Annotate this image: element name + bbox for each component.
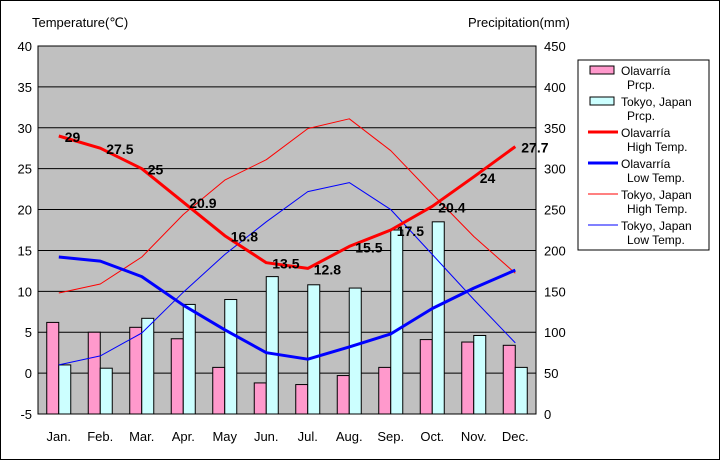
x-tick-label: Dec. — [502, 429, 529, 444]
legend-label: Prcp. — [627, 78, 655, 92]
precip-bar-olavarria — [295, 384, 309, 415]
right-tick-label: 400 — [544, 80, 566, 95]
data-labels: 29 27.5 25 20.9 16.8 13.5 12.8 15.5 17.5 20.4 24 27… — [65, 129, 549, 277]
precip-bar-olavarria — [253, 382, 267, 415]
precip-bar-tokyo — [58, 364, 72, 415]
legend-label: Olavarría — [621, 126, 671, 140]
left-axis-title: Temperature(℃) — [32, 15, 128, 30]
bar-series — [46, 221, 528, 415]
legend-label: Tokyo, Japan — [621, 188, 692, 202]
high-temp-data-label: 16.8 — [231, 229, 258, 245]
high-temp-data-label: 12.8 — [314, 261, 341, 277]
precip-bar-tokyo — [348, 287, 362, 415]
precip-bar-olavarria — [87, 331, 101, 415]
high-temp-data-label: 13.5 — [272, 256, 299, 272]
precip-bar-olavarria — [170, 338, 184, 415]
left-tick-label: 35 — [18, 80, 32, 95]
legend-label: Low Temp. — [627, 233, 685, 247]
left-axis-ticks: -5 0 5 10 15 20 25 30 35 40 — [18, 39, 32, 422]
left-tick-label: 20 — [18, 203, 32, 218]
left-tick-label: 25 — [18, 162, 32, 177]
precip-bar-olavarria — [502, 344, 516, 415]
high-temp-data-label: 27.7 — [521, 140, 548, 156]
temp-line-olavarr-a-low-temp- — [58, 255, 516, 361]
x-tick-label: Nov. — [461, 429, 487, 444]
right-tick-label: 350 — [544, 121, 566, 136]
high-temp-data-label: 20.9 — [189, 195, 216, 211]
legend-label: Olavarría — [621, 64, 671, 78]
high-temp-data-label: 17.5 — [397, 223, 424, 239]
left-tick-label: 30 — [18, 121, 32, 136]
precip-bar-tokyo — [514, 366, 528, 415]
precip-bar-tokyo — [99, 367, 113, 415]
precip-bar-tokyo — [182, 303, 196, 415]
precip-bar-tokyo — [224, 299, 238, 415]
left-tick-label: 15 — [18, 243, 32, 258]
x-tick-label: Jun. — [254, 429, 279, 444]
right-tick-label: 0 — [544, 407, 551, 422]
precip-bar-tokyo — [307, 284, 321, 415]
legend-box — [577, 59, 710, 251]
x-tick-label: Aug. — [336, 429, 363, 444]
precip-bar-olavarria — [336, 375, 350, 415]
line-series — [58, 118, 517, 366]
legend-label: High Temp. — [627, 202, 687, 216]
high-temp-data-label: 15.5 — [355, 239, 382, 255]
plot-area — [37, 45, 537, 415]
left-tick-label: 5 — [25, 325, 32, 340]
right-tick-label: 150 — [544, 284, 566, 299]
high-temp-data-label: 20.4 — [438, 199, 465, 215]
temp-line-tokyo-japan-low-temp- — [58, 182, 516, 366]
x-tick-label: Oct. — [420, 429, 444, 444]
temp-line-olavarr-a-high-temp- — [58, 134, 517, 270]
x-tick-label: Mar. — [129, 429, 154, 444]
high-temp-data-label: 24 — [480, 170, 496, 186]
legend-label: High Temp. — [627, 140, 687, 154]
x-tick-label: Jan. — [46, 429, 71, 444]
x-tick-label: Jul. — [298, 429, 318, 444]
left-tick-label: 40 — [18, 39, 32, 54]
legend-label: Prcp. — [627, 109, 655, 123]
x-tick-label: Feb. — [87, 429, 113, 444]
x-tick-label: May — [212, 429, 237, 444]
precip-bar-olavarria — [419, 339, 433, 415]
right-axis-title: Precipitation(mm) — [468, 15, 570, 30]
x-tick-label: Apr. — [172, 429, 195, 444]
high-temp-data-label: 25 — [148, 162, 164, 178]
legend-swatch-bar — [589, 96, 615, 106]
left-tick-label: 0 — [25, 366, 32, 381]
right-tick-label: 300 — [544, 162, 566, 177]
high-temp-data-label: 27.5 — [106, 141, 133, 157]
right-axis-ticks: 0 50 100 150 200 250 300 350 400 450 — [544, 39, 566, 422]
legend-label: Tokyo, Japan — [621, 95, 692, 109]
plot-background — [37, 45, 537, 415]
precip-bar-tokyo — [431, 221, 445, 415]
precip-bar-tokyo — [141, 317, 155, 415]
left-tick-label: -5 — [20, 407, 32, 422]
precip-bar-olavarria — [46, 321, 60, 415]
precip-bar-tokyo — [473, 334, 487, 415]
x-tick-label: Sep. — [377, 429, 404, 444]
precip-bar-olavarria — [461, 341, 475, 415]
legend-label: Low Temp. — [627, 171, 685, 185]
precip-bar-tokyo — [390, 229, 404, 415]
left-tick-label: 10 — [18, 284, 32, 299]
x-axis-ticks: Jan. Feb. Mar. Apr. May Jun. Jul. Aug. Sep. Oct. N… — [46, 429, 528, 444]
legend-label: Tokyo, Japan — [621, 219, 692, 233]
right-tick-label: 50 — [544, 366, 558, 381]
legend-label: Olavarría — [621, 157, 671, 171]
precip-bar-olavarria — [212, 366, 226, 415]
precip-bar-olavarria — [129, 326, 143, 415]
right-tick-label: 450 — [544, 39, 566, 54]
high-temp-data-label: 29 — [65, 129, 81, 145]
legend-swatch-bar — [589, 65, 615, 75]
precip-bar-tokyo — [265, 276, 279, 415]
right-tick-label: 100 — [544, 325, 566, 340]
precip-bar-olavarria — [378, 366, 392, 415]
right-tick-label: 200 — [544, 243, 566, 258]
right-tick-label: 250 — [544, 203, 566, 218]
